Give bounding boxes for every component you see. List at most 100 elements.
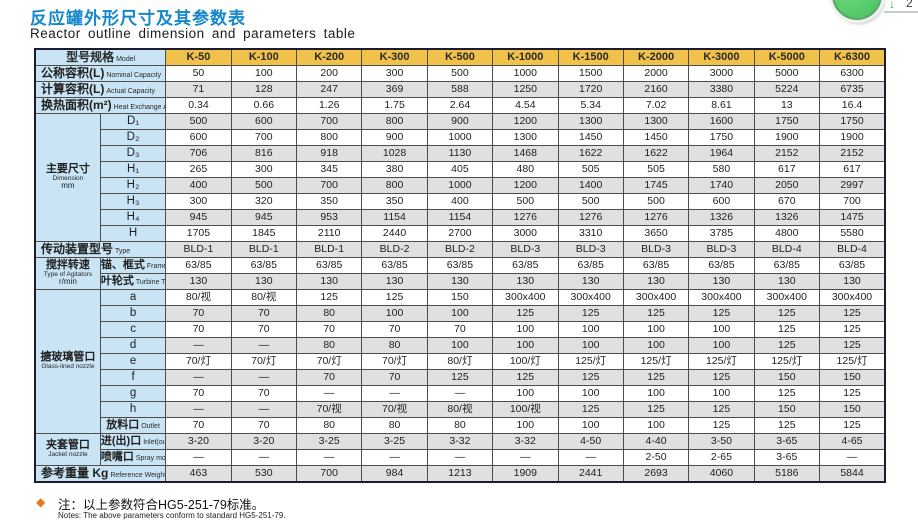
cell: 63/85 [361, 257, 428, 274]
cell: 700 [295, 177, 363, 194]
row-label-zh: 公称容积(L) [41, 65, 105, 80]
cell: 1450 [622, 129, 690, 146]
cell: 63/85 [819, 257, 886, 274]
cell: 5224 [753, 81, 821, 98]
cell: 70 [165, 417, 232, 434]
cell: 350 [361, 193, 428, 210]
cell: — [230, 369, 298, 386]
cell: 3380 [688, 81, 755, 98]
row-label-zh: 叶轮式 [100, 274, 134, 287]
cell: 70 [295, 321, 363, 338]
cell: 3-65 [753, 433, 821, 450]
cell: 125 [361, 289, 428, 306]
cell: 500 [230, 177, 298, 194]
download-arrow-icon[interactable]: ↓ [889, 0, 895, 11]
group-label-zh: 搅拌转速 [45, 259, 90, 272]
table-row: f — —70 70 125 125 125 125 125 150 150 [35, 369, 886, 386]
cell: 1500 [557, 65, 624, 82]
cell: 300 [230, 161, 298, 178]
cell: — [361, 385, 428, 402]
cell: 2000 [622, 65, 690, 82]
row-label: d [99, 337, 167, 354]
cell: 130 [819, 273, 886, 290]
cell: 1200 [492, 177, 559, 194]
green-circle-button[interactable] [832, 0, 882, 20]
cell: 125 [492, 369, 559, 386]
cell: 100 [622, 337, 690, 354]
cell: 80 [361, 417, 428, 434]
table-row: D₃ 706 816 918 1028 1130 1468 1622 1622 1964 2152 2… [35, 145, 886, 162]
cell: 500 [557, 193, 624, 210]
model-header-cell: K-6300 [819, 48, 886, 66]
cell: — [295, 449, 363, 466]
cell: 125 [819, 417, 886, 434]
row-label-en: Type [115, 247, 131, 255]
cell: 300x400 [819, 289, 886, 306]
cell: — [492, 449, 559, 466]
cell: 70 [230, 417, 298, 434]
cell: BLD-3 [622, 241, 690, 258]
cell: 5844 [819, 465, 886, 483]
cell: 70/视 [295, 401, 363, 418]
cell: 100 [557, 321, 624, 338]
row-label-en: Frame/Anchor Type [146, 262, 165, 270]
cell: 70/灯 [165, 353, 232, 370]
cell: 70/灯 [230, 353, 298, 370]
cell: 1400 [557, 177, 624, 194]
cell: 125 [557, 369, 624, 386]
cell: 588 [426, 81, 494, 98]
row-label-zh: 换热面积(m²) [41, 97, 112, 112]
cell: 150 [819, 369, 886, 386]
model-header-cell: K-300 [361, 48, 428, 66]
cell: — [557, 449, 624, 466]
group-label-zh: 主要尺寸 [45, 163, 90, 176]
cell: — [230, 449, 298, 466]
cell: 0.66 [230, 97, 298, 114]
cell: 125 [819, 305, 886, 322]
cell: 130 [361, 273, 428, 290]
cell: 4-40 [622, 433, 690, 450]
cell: 3000 [492, 225, 559, 242]
cell: 80/视 [230, 289, 298, 306]
cell: 2440 [361, 225, 428, 242]
row-label-en: Inlet(outlet) [143, 438, 165, 446]
cell: 405 [426, 161, 494, 178]
cell: 80 [426, 417, 494, 434]
note-text-chinese: 注：以上参数符合HG5-251-79标准。 [58, 498, 265, 512]
cell: 1154 [426, 209, 494, 226]
row-label-zh: 参考重量 Kg [41, 465, 109, 480]
cell: 4-65 [819, 433, 886, 450]
row-label: 计算容积(L) Actual Capacity [34, 81, 167, 98]
row-label-en: Nominal Capacity [106, 71, 162, 79]
cell: 380 [361, 161, 428, 178]
cell: 100/视 [492, 401, 559, 418]
cell: 530 [230, 465, 298, 483]
table-row: 搪玻璃管口 Glass-lined nozzle a 80/视 80/视 125 125 15… [34, 289, 886, 434]
cell: 800 [361, 113, 428, 130]
table-row: H 1705 1845 2110 2440 2700 3000 3310 3650 3785 480… [35, 225, 886, 242]
cell: BLD-1 [165, 241, 232, 258]
group-label-unit: mm [61, 181, 75, 191]
row-group-label: 夹套管口 Jacket nozzle [34, 433, 101, 466]
cell: 125 [557, 401, 624, 418]
cell: 70 [361, 321, 428, 338]
cell: 265 [165, 161, 232, 178]
table-row: g 70 70— — —100 100 100 100 125 125 [35, 385, 886, 402]
cell: 2997 [819, 177, 886, 194]
cell: 1740 [688, 177, 755, 194]
cell: 70 [295, 369, 363, 386]
cell: 1000 [426, 177, 494, 194]
cell: 63/85 [557, 257, 624, 274]
cell: 1000 [492, 65, 559, 82]
table-row: H₄ 945 945 953 1154 1154 1276 1276 1276 1326 1326 1… [35, 209, 886, 226]
cell: 3-32 [492, 433, 559, 450]
group-label-en: Dimension [52, 174, 84, 182]
table-row: 主要尺寸 Dimension mm D₁ 500 600 700 800 900 1200 1300… [34, 113, 886, 242]
row-label-zh: 传动装置型号 [41, 241, 114, 256]
table-row: 传动装置型号 Type BLD-1 BLD-1 BLD-1 BLD-2 BLD-2 BLD-3… [34, 241, 886, 258]
table-row: h — —70/视 70/视 80/视 100/视 125 125 125 150 150 [35, 401, 886, 418]
cell: 1468 [492, 145, 559, 162]
cell: 1154 [361, 209, 428, 226]
